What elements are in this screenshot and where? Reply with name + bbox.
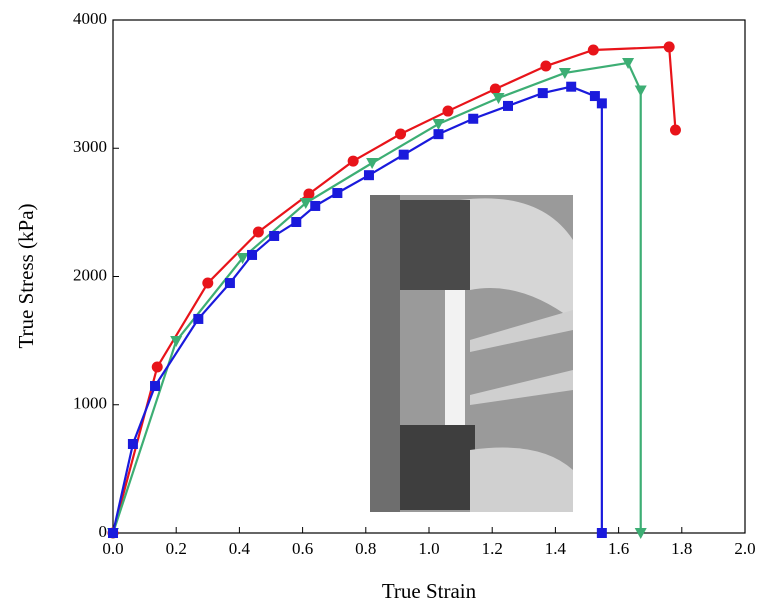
marker (252, 226, 264, 238)
marker (127, 438, 138, 449)
marker (332, 188, 343, 199)
marker (596, 528, 607, 538)
marker (224, 278, 235, 289)
marker (433, 129, 444, 140)
marker (247, 249, 258, 260)
marker (236, 253, 249, 265)
marker (398, 149, 409, 160)
marker (537, 88, 548, 99)
marker (108, 528, 118, 538)
y-tick-label: 4000 (73, 9, 107, 28)
marker (634, 528, 647, 539)
marker (596, 98, 607, 109)
x-tick-label: 1.6 (608, 539, 629, 558)
marker (151, 361, 163, 373)
marker (442, 105, 454, 117)
marker (566, 81, 577, 92)
y-tick-label: 0 (99, 522, 108, 541)
marker (269, 230, 280, 241)
marker (558, 67, 571, 79)
x-tick-label: 1.2 (482, 539, 503, 558)
marker (663, 41, 675, 53)
marker (150, 381, 161, 392)
marker (622, 57, 635, 69)
marker (503, 100, 513, 111)
y-tick-label: 2000 (73, 265, 107, 284)
x-tick-label: 0.0 (102, 539, 123, 558)
y-tick-label: 1000 (73, 394, 107, 413)
x-tick-label: 0.8 (355, 539, 376, 558)
marker (669, 124, 681, 136)
inset-photo (370, 195, 573, 512)
marker (366, 157, 379, 169)
marker (347, 155, 359, 167)
x-tick-label: 2.0 (734, 539, 755, 558)
x-tick-label: 1.8 (671, 539, 692, 558)
marker (489, 83, 501, 95)
marker (589, 91, 600, 102)
x-tick-label: 1.0 (418, 539, 439, 558)
x-tick-label: 0.4 (229, 539, 251, 558)
marker (170, 336, 183, 348)
marker (468, 113, 479, 124)
marker (432, 119, 445, 131)
marker (634, 85, 647, 97)
marker (587, 44, 599, 56)
marker (299, 198, 312, 210)
x-tick-label: 0.6 (292, 539, 313, 558)
x-tick-label: 1.4 (545, 539, 567, 558)
marker (193, 313, 204, 324)
marker (310, 200, 321, 211)
marker (303, 188, 315, 200)
marker (395, 128, 407, 140)
x-tick-label: 0.2 (166, 539, 187, 558)
marker (492, 92, 505, 104)
marker (202, 277, 214, 289)
y-tick-label: 3000 (73, 137, 107, 156)
y-axis-label: True Stress (kPa) (14, 203, 38, 348)
marker (363, 170, 374, 181)
x-axis-label: True Strain (382, 579, 477, 603)
marker (540, 60, 552, 72)
marker (291, 216, 302, 227)
